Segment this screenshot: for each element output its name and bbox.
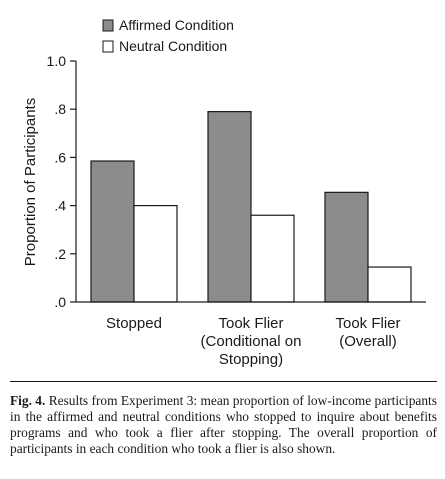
caption-divider bbox=[10, 381, 437, 382]
legend-label: Affirmed Condition bbox=[119, 17, 234, 33]
bar-affirmed bbox=[207, 111, 252, 303]
bar-chart: Affirmed Condition Neutral Condition .0 .2… bbox=[22, 17, 426, 368]
bar-neutral bbox=[250, 214, 295, 303]
x-category-label: Stopped bbox=[106, 315, 162, 332]
chart-legend: Affirmed Condition Neutral Condition bbox=[102, 17, 234, 54]
y-tick-label: .8 bbox=[54, 101, 66, 117]
y-axis-label: Proportion of Participants bbox=[22, 98, 39, 266]
y-tick-label: .0 bbox=[54, 294, 66, 310]
bar-neutral bbox=[133, 205, 178, 303]
y-tick-label: 1.0 bbox=[47, 53, 67, 69]
bar-group bbox=[90, 111, 412, 303]
figure-label: Fig. 4. bbox=[10, 393, 46, 408]
y-tick-label: .6 bbox=[54, 149, 66, 165]
legend-swatch bbox=[102, 19, 114, 32]
bar-affirmed bbox=[90, 160, 135, 303]
y-tick-label: .2 bbox=[54, 246, 66, 262]
x-category-label: Took Flier (Overall) bbox=[335, 315, 400, 350]
legend-swatch bbox=[102, 40, 114, 53]
figure-caption: Fig. 4. Results from Experiment 3: mean … bbox=[10, 393, 437, 457]
y-axis-ticks: .0 .2 .4 .6 .8 1.0 bbox=[47, 53, 76, 310]
legend-label: Neutral Condition bbox=[119, 38, 227, 54]
x-axis-categories: Stopped Took Flier (Conditional on Stopping… bbox=[106, 315, 400, 368]
bar-affirmed bbox=[324, 191, 369, 303]
caption-text: Results from Experiment 3: mean proporti… bbox=[10, 393, 437, 456]
x-category-label: Took Flier (Conditional on Stopping) bbox=[201, 315, 302, 368]
y-tick-label: .4 bbox=[54, 198, 66, 214]
bar-neutral bbox=[367, 266, 412, 303]
